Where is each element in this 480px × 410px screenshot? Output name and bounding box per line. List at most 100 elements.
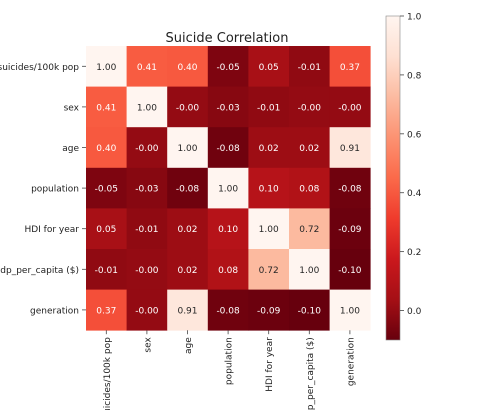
heatmap-cell — [289, 208, 330, 250]
row-tick-label: age — [62, 144, 79, 154]
col-tick-label: generation — [346, 337, 356, 386]
heatmap-cell — [207, 289, 249, 331]
cell-value-label: -0.00 — [176, 103, 200, 113]
col-tick-label: population — [225, 337, 235, 385]
cell-value-label: -0.00 — [135, 306, 159, 316]
chart-title: Suicide Correlation — [166, 31, 289, 46]
heatmap-cell — [167, 167, 209, 209]
cell-value-label: -0.08 — [176, 185, 200, 195]
colorbar: 0.0 0.2 0.4 0.6 0.8 1.0 — [385, 13, 422, 341]
cell-value-label: 0.37 — [96, 306, 116, 316]
heatmap-cell — [86, 208, 127, 250]
heatmap-cell — [289, 249, 330, 290]
cell-value-label: -0.01 — [298, 63, 321, 73]
heatmap-cell — [207, 46, 249, 87]
cell-value-label: -0.10 — [298, 306, 322, 316]
row-tick-label: gdp_per_capita ($) — [0, 266, 79, 276]
cell-value-label: 0.72 — [299, 225, 319, 235]
col-tick-label: suicides/100k pop — [103, 337, 113, 410]
heatmap-cell — [167, 208, 209, 250]
row-tick-label: population — [31, 185, 79, 195]
heatmap-cell — [248, 289, 290, 331]
heatmap-cell — [329, 127, 371, 169]
row-tick-label: generation — [30, 306, 79, 316]
column-tick-labels: suicides/100k pop sex age population HDI for… — [103, 330, 356, 410]
heatmap-cell — [167, 86, 209, 128]
cell-value-label: 0.40 — [177, 63, 197, 73]
cell-value-label: 0.02 — [177, 266, 197, 276]
cell-value-label: -0.08 — [216, 144, 240, 154]
heatmap-value-labels: 1.00 0.41 0.40 -0.05 0.05 -0.01 0.37 0.41 1.00 -0… — [95, 63, 362, 317]
row-tick-label: HDI for year — [24, 225, 79, 235]
cell-value-label: -0.01 — [257, 103, 280, 113]
colorbar-tick-label: 0.2 — [407, 248, 421, 258]
heatmap-cell — [248, 167, 290, 209]
heatmap-cell — [86, 46, 127, 87]
heatmap-cell — [289, 167, 330, 209]
heatmap-cell — [126, 167, 168, 209]
cell-value-label: 0.37 — [340, 63, 360, 73]
heatmap-cell — [167, 249, 209, 290]
heatmap-cell — [289, 289, 330, 331]
cell-value-label: -0.00 — [135, 266, 159, 276]
cell-value-label: -0.05 — [216, 63, 239, 73]
cell-value-label: 0.02 — [177, 225, 197, 235]
heatmap-cell — [207, 167, 249, 209]
heatmap-cell — [126, 208, 168, 250]
heatmap-cell — [329, 46, 371, 87]
cell-value-label: 0.10 — [259, 185, 279, 195]
heatmap-cell — [248, 208, 290, 250]
cell-value-label: 0.02 — [299, 144, 319, 154]
col-tick-label: HDI for year — [265, 337, 275, 392]
heatmap-cell — [329, 249, 371, 290]
colorbar-tick-label: 0.6 — [407, 130, 422, 140]
cell-value-label: -0.05 — [95, 185, 118, 195]
heatmap-cell — [207, 127, 249, 169]
cell-value-label: -0.01 — [95, 266, 118, 276]
heatmap-cell — [248, 46, 290, 87]
heatmap-cell — [167, 46, 209, 87]
heatmap-cell — [329, 208, 371, 250]
heatmap-cell — [167, 289, 209, 331]
heatmap-cell — [86, 249, 127, 290]
cell-value-label: 0.02 — [259, 144, 279, 154]
heatmap-cell — [126, 86, 168, 128]
colorbar-gradient — [385, 15, 401, 341]
heatmap-cell — [207, 208, 249, 250]
cell-value-label: 1.00 — [177, 144, 197, 154]
cell-value-label: -0.03 — [216, 103, 239, 113]
cell-value-label: 0.91 — [177, 306, 197, 316]
cell-value-label: 0.08 — [299, 185, 319, 195]
cell-value-label: -0.00 — [338, 103, 362, 113]
heatmap-cell — [329, 86, 371, 128]
cell-value-label: 0.40 — [96, 144, 116, 154]
cell-value-label: 1.00 — [340, 306, 360, 316]
colorbar-tick-label: 0.4 — [407, 189, 422, 199]
cell-value-label: 0.41 — [137, 63, 157, 73]
cell-value-label: 0.41 — [96, 103, 116, 113]
heatmap-cell — [207, 249, 249, 290]
cell-value-label: 1.00 — [259, 225, 279, 235]
cell-value-label: -0.10 — [338, 266, 362, 276]
col-tick-label: age — [184, 337, 194, 354]
heatmap-cell — [248, 249, 290, 290]
cell-value-label: 0.05 — [259, 63, 279, 73]
cell-value-label: -0.03 — [135, 185, 158, 195]
colorbar-tick-label: 0.0 — [407, 307, 422, 317]
cell-value-label: 1.00 — [299, 266, 319, 276]
heatmap-cell — [329, 167, 371, 209]
col-tick-label: sex — [143, 337, 153, 353]
cell-value-label: 0.72 — [259, 266, 279, 276]
cell-value-label: -0.09 — [338, 225, 362, 235]
col-tick-label: gdp_per_capita ($) — [306, 337, 316, 410]
row-tick-label: suicides/100k pop — [0, 63, 79, 73]
cell-value-label: 0.91 — [340, 144, 360, 154]
heatmap-cell — [289, 86, 330, 128]
heatmap-cell — [86, 167, 127, 209]
cell-value-label: -0.08 — [338, 185, 362, 195]
cell-value-label: 0.05 — [96, 225, 116, 235]
cell-value-label: -0.01 — [135, 225, 158, 235]
cell-value-label: 1.00 — [137, 103, 157, 113]
cell-value-label: 0.10 — [218, 225, 238, 235]
